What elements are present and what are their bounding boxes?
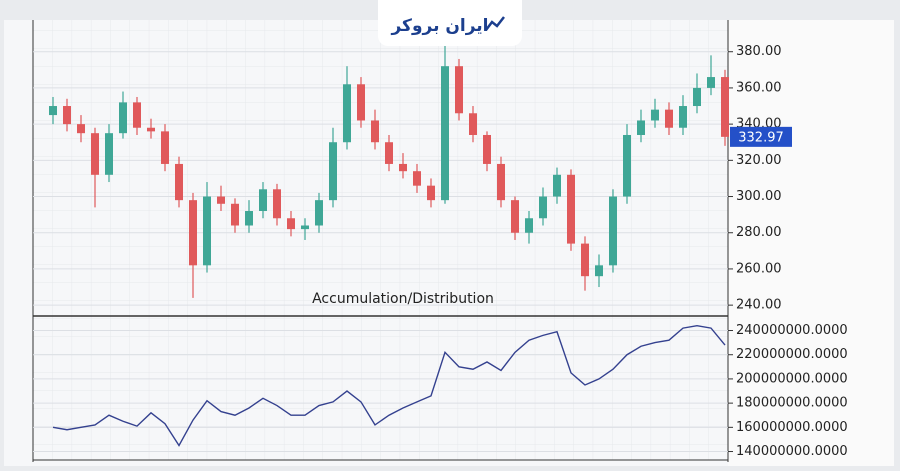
candle-body: [63, 106, 71, 125]
candle-body: [329, 142, 337, 201]
candle-body: [147, 127, 155, 132]
candle-body: [175, 163, 183, 201]
last-price-box: [730, 126, 792, 147]
y-tick-label: 280.00: [736, 225, 782, 240]
y-tick-label: 140000000.0000: [736, 444, 848, 459]
y-tick-label: 320.00: [736, 153, 782, 168]
candle-body: [301, 225, 309, 230]
candle-body: [133, 102, 141, 128]
brand: ایران بروکر: [390, 16, 488, 36]
candle-body: [455, 66, 463, 114]
candle-body: [357, 84, 365, 121]
logo-icon: [485, 16, 505, 31]
candle-body: [623, 134, 631, 197]
logo-tab: [378, 0, 522, 46]
candle-body: [385, 142, 393, 164]
y-tick-label: 260.00: [736, 261, 782, 276]
indicator-title: Accumulation/Distribution: [312, 291, 494, 307]
axis-panel: [728, 20, 894, 466]
candle-body: [679, 106, 687, 128]
candle-body: [371, 120, 379, 143]
candle-body: [553, 174, 561, 197]
candle-body: [399, 163, 407, 172]
candle-body: [343, 84, 351, 143]
candle-body: [259, 189, 267, 212]
candle-body: [189, 200, 197, 266]
candle-body: [161, 131, 169, 164]
candle-body: [231, 203, 239, 226]
y-tick-label: 360.00: [736, 80, 782, 95]
candle-body: [581, 243, 589, 277]
y-tick-label: 240000000.0000: [736, 323, 848, 338]
y-tick-label: 380.00: [736, 44, 782, 59]
candle-body: [651, 109, 659, 121]
candle-body: [315, 200, 323, 226]
candle-body: [119, 102, 127, 134]
candle-body: [91, 133, 99, 175]
y-tick-label: 180000000.0000: [736, 396, 848, 411]
candle-body: [273, 189, 281, 219]
candle-body: [77, 124, 85, 134]
candle-body: [441, 66, 449, 201]
y-tick-label: 300.00: [736, 189, 782, 204]
candle-body: [595, 265, 603, 277]
candle-body: [721, 77, 729, 137]
candle-body: [203, 196, 211, 266]
candle-body: [525, 218, 533, 233]
candle-body: [427, 185, 435, 201]
y-tick-label: 200000000.0000: [736, 371, 848, 386]
candle-body: [567, 174, 575, 244]
y-tick-label: 220000000.0000: [736, 347, 848, 362]
candle-body: [609, 196, 617, 266]
candle-body: [693, 87, 701, 107]
y-tick-label: 240.00: [736, 298, 782, 313]
candle-body: [707, 77, 715, 88]
candle-body: [665, 109, 673, 128]
candle-body: [469, 113, 477, 135]
minor-grid: [33, 20, 728, 460]
candle-body: [49, 106, 57, 116]
last-price-label: 332.97: [738, 130, 784, 145]
candle-body: [413, 171, 421, 186]
candle-body: [245, 211, 253, 226]
candle-body: [217, 196, 225, 204]
candle-body: [539, 196, 547, 219]
y-tick-label: 160000000.0000: [736, 420, 848, 435]
candle-body: [105, 133, 113, 175]
candle-body: [511, 200, 519, 233]
candle-body: [637, 120, 645, 135]
ad-line: [52, 324, 726, 447]
candle-body: [497, 163, 505, 201]
candle-body: [287, 218, 295, 230]
candle-body: [483, 134, 491, 164]
